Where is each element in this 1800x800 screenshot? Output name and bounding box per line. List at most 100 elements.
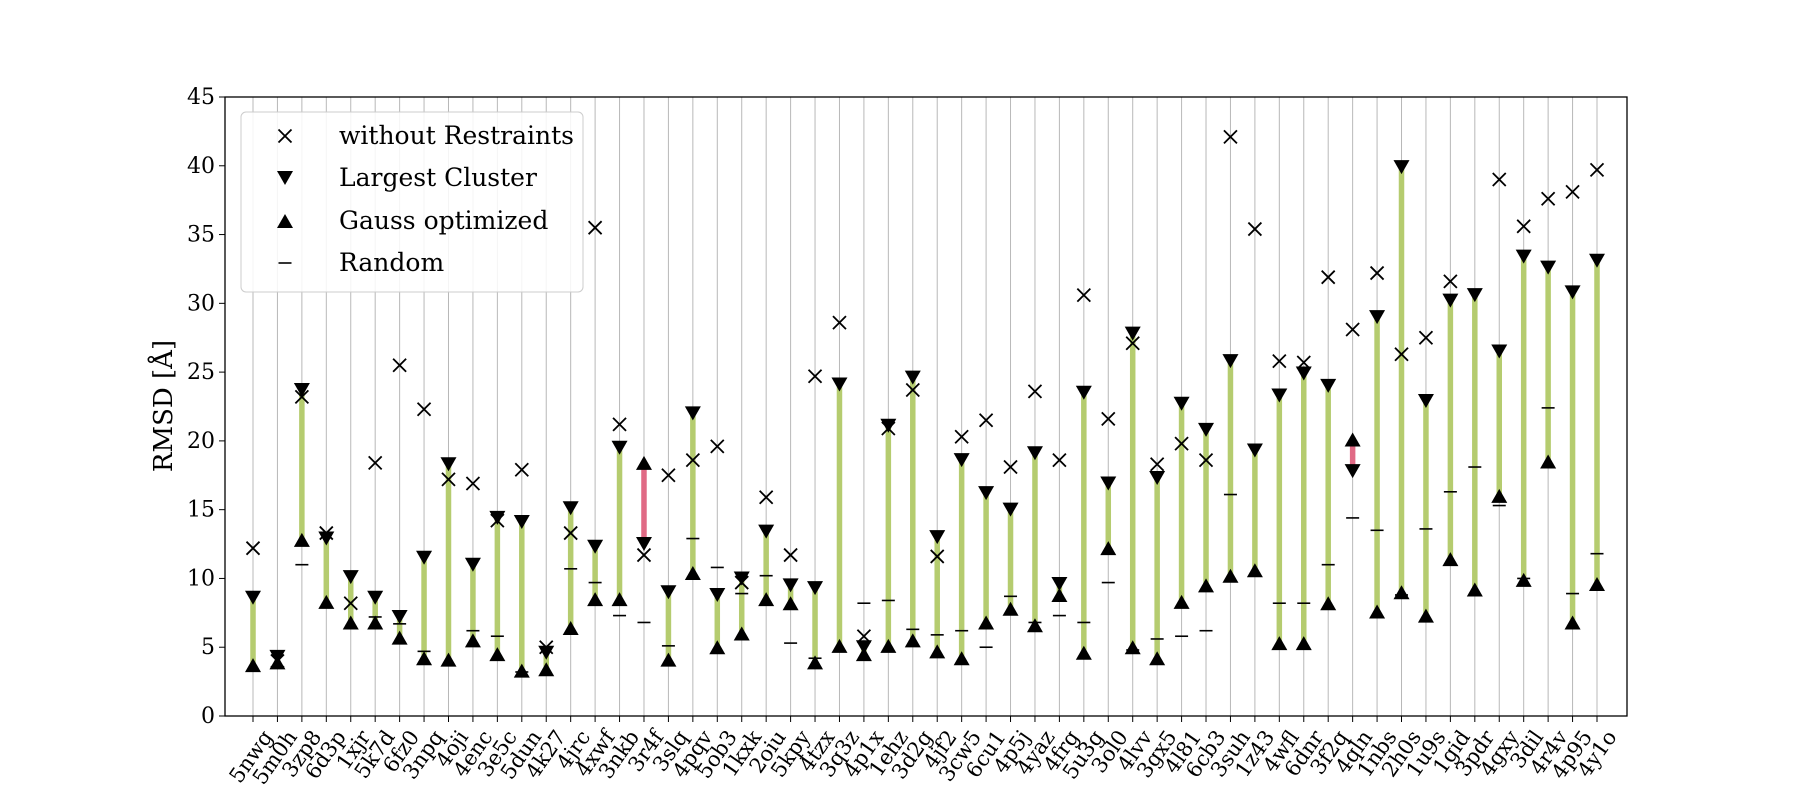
gauss-optimized-marker (1149, 651, 1166, 666)
gauss-optimized-marker (489, 647, 506, 662)
without-restraints-marker (514, 462, 529, 477)
largest-cluster-marker (245, 590, 261, 605)
largest-cluster-marker (635, 537, 652, 552)
gauss-optimized-marker (1369, 604, 1386, 619)
without-restraints-marker (1516, 219, 1531, 234)
gauss-optimized-marker (684, 565, 701, 580)
gauss-optimized-marker (1100, 541, 1117, 556)
without-restraints-marker (1540, 191, 1556, 206)
gauss-optimized-marker (1295, 636, 1312, 651)
largest-cluster-marker (1002, 502, 1019, 517)
largest-cluster-marker (1149, 471, 1166, 486)
without-restraints-marker (1443, 274, 1458, 289)
largest-cluster-marker (1124, 326, 1141, 341)
without-restraints-marker (1223, 129, 1238, 145)
largest-cluster-marker (416, 550, 433, 565)
legend-label: Random (339, 248, 444, 277)
gauss-optimized-marker (807, 655, 824, 670)
y-tick-label: 45 (187, 85, 215, 110)
gauss-optimized-marker (440, 652, 457, 667)
largest-cluster-marker (660, 585, 677, 600)
largest-cluster-marker (1442, 293, 1459, 308)
gauss-optimized-marker (1344, 432, 1361, 447)
largest-cluster-marker (1589, 253, 1605, 268)
largest-cluster-marker (1026, 446, 1043, 461)
without-restraints-marker (1589, 162, 1605, 178)
largest-cluster-marker (391, 609, 408, 624)
without-restraints-marker (759, 490, 774, 505)
without-restraints-marker (416, 402, 432, 417)
largest-cluster-marker (1515, 249, 1532, 264)
gauss-optimized-marker (758, 592, 775, 607)
without-restraints-marker (881, 421, 896, 436)
largest-cluster-marker (782, 578, 799, 593)
y-tick-label: 40 (187, 154, 215, 179)
without-restraints-marker (587, 220, 603, 235)
gauss-optimized-marker (391, 630, 408, 645)
without-restraints-marker (661, 468, 676, 483)
without-restraints-marker (710, 439, 725, 454)
gauss-optimized-marker (929, 644, 946, 659)
gauss-optimized-marker (611, 592, 628, 607)
largest-cluster-marker (342, 570, 359, 585)
gauss-optimized-marker (1002, 601, 1019, 616)
without-restraints-marker (636, 547, 652, 563)
largest-cluster-marker (758, 524, 775, 539)
gauss-optimized-marker (318, 594, 335, 609)
gauss-optimized-marker (831, 638, 848, 653)
without-restraints-marker (1052, 453, 1067, 468)
largest-cluster-marker (318, 531, 335, 546)
without-restraints-marker (1492, 172, 1507, 187)
largest-cluster-marker (978, 486, 995, 501)
largest-cluster-marker (513, 515, 530, 530)
largest-cluster-marker (1466, 288, 1483, 303)
without-restraints-marker (270, 653, 285, 669)
y-axis: 0 5 10 15 20 25 30 35 40 45 (187, 85, 225, 729)
without-restraints-marker (392, 358, 407, 373)
y-tick-label: 35 (187, 223, 215, 248)
without-restraints-marker (954, 429, 969, 444)
largest-cluster-marker (587, 539, 604, 554)
y-tick-label: 30 (187, 291, 215, 316)
without-restraints-marker (490, 513, 505, 528)
largest-cluster-marker (611, 440, 628, 455)
largest-cluster-marker (1051, 576, 1068, 591)
gauss-optimized-marker (904, 633, 921, 648)
gauss-optimized-marker (513, 663, 530, 678)
largest-cluster-marker (1320, 378, 1337, 393)
largest-cluster-marker (684, 406, 701, 421)
y-tick-label: 15 (187, 498, 215, 523)
gauss-optimized-marker (1320, 596, 1337, 611)
largest-cluster-marker (709, 587, 726, 602)
largest-cluster-marker (1344, 464, 1361, 479)
largest-cluster-marker (562, 501, 579, 516)
gauss-optimized-marker (416, 651, 433, 666)
largest-cluster-marker (1222, 354, 1239, 369)
legend: without Restraints Largest Cluster Gauss o… (240, 111, 584, 293)
largest-cluster-marker (807, 581, 824, 596)
gauss-optimized-marker (1124, 640, 1141, 655)
without-restraints-marker (612, 417, 627, 432)
without-restraints-marker (1125, 336, 1140, 351)
legend-box (240, 111, 584, 293)
largest-cluster-marker (831, 377, 848, 392)
largest-cluster-marker (1369, 310, 1386, 325)
gauss-optimized-marker (660, 652, 677, 667)
gauss-optimized-marker (245, 658, 261, 673)
largest-cluster-marker (367, 590, 384, 605)
gauss-optimized-marker (1540, 454, 1557, 469)
largest-cluster-marker (293, 382, 310, 397)
largest-cluster-marker (1564, 285, 1581, 300)
largest-cluster-marker (855, 640, 872, 655)
without-restraints-marker (807, 369, 823, 384)
largest-cluster-marker (1198, 422, 1215, 437)
largest-cluster-marker (538, 645, 555, 660)
y-tick-label: 10 (187, 566, 215, 591)
largest-cluster-marker (1271, 388, 1288, 403)
without-restraints-marker (1272, 353, 1287, 369)
without-restraints-marker (1394, 347, 1409, 362)
without-restraints-marker (978, 413, 994, 428)
without-restraints-marker (1418, 330, 1434, 345)
legend-label: without Restraints (339, 121, 574, 150)
without-restraints-marker (856, 629, 872, 644)
